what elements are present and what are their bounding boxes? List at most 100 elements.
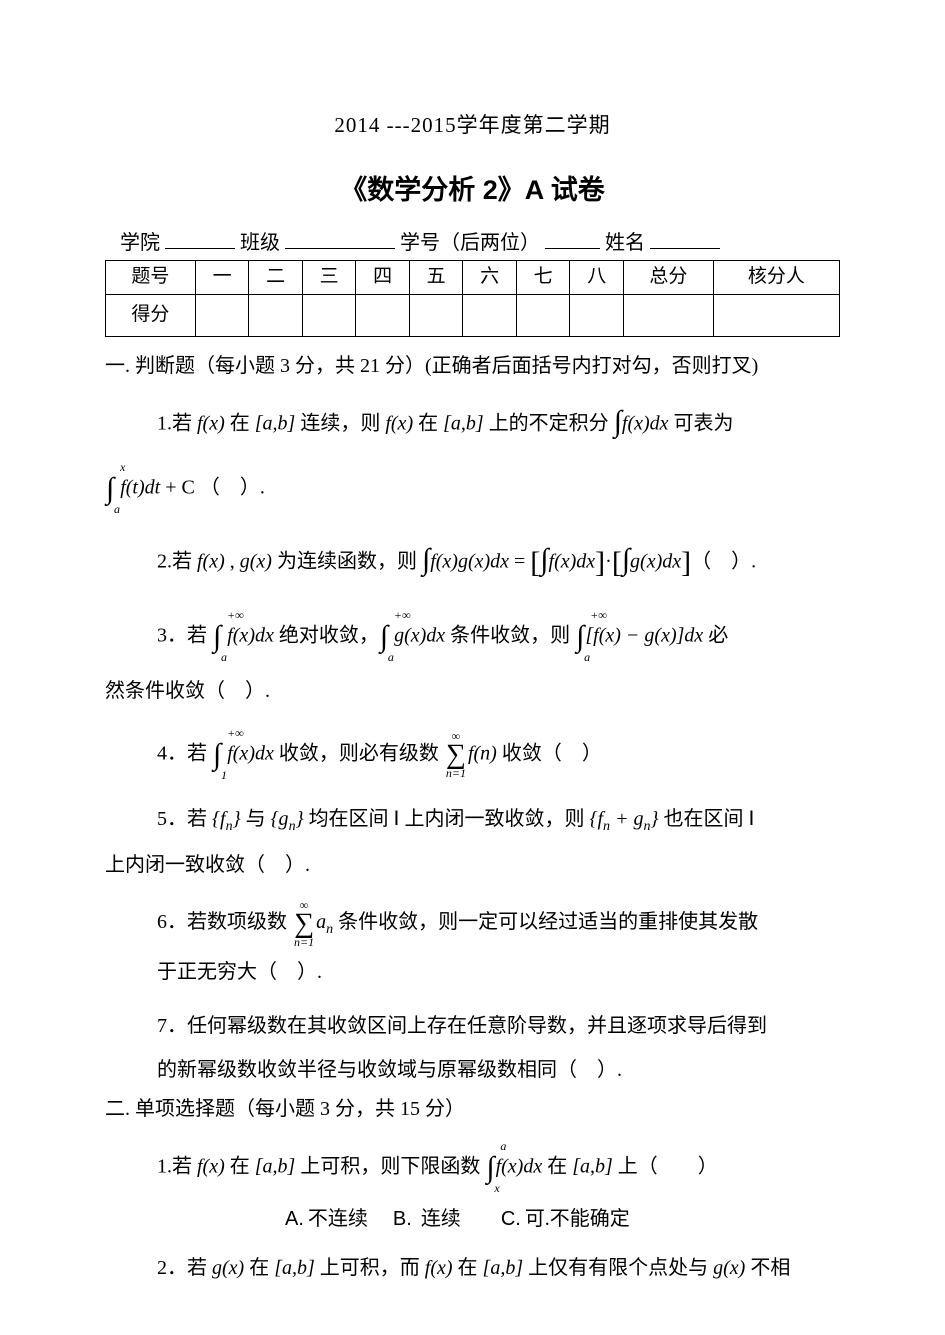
text: 3．若 <box>157 624 212 646</box>
text: 5．若 <box>157 808 212 830</box>
row-label-1: 题号 <box>106 261 196 295</box>
text: 上（ ） <box>613 1155 718 1177</box>
math-fx: f(x) <box>197 412 225 434</box>
math-fxmgx: [f(x) − g(x)]dx <box>585 624 703 646</box>
score-cell[interactable] <box>356 294 410 336</box>
col-8: 八 <box>570 261 624 295</box>
text: 条件收敛，则一定可以经过适当的重排使其发散 <box>333 911 758 933</box>
option-c[interactable]: C. <box>501 1208 521 1230</box>
text: 不相 <box>745 1257 790 1279</box>
math-fx: f(x) <box>197 550 225 572</box>
math-ab: [a,b] <box>255 1155 296 1177</box>
text: 收敛，则必有级数 <box>274 742 444 764</box>
blank-xuehao[interactable] <box>545 229 600 249</box>
text: 1.若 <box>157 412 197 434</box>
text: 然条件收敛（ ）. <box>105 680 270 702</box>
math-fxdx: f(x)dx <box>227 624 274 646</box>
math-gx: g(x) <box>212 1257 244 1279</box>
blank-xueyuan[interactable] <box>165 229 235 249</box>
text: 在 <box>244 1257 274 1279</box>
rbracket: ] <box>595 546 605 579</box>
option-b[interactable]: B. <box>393 1208 412 1230</box>
math-plusC: + C <box>160 476 195 498</box>
q1-5-cont: 上内闭一致收敛（ ）. <box>105 845 840 885</box>
opt-text: 不连续 <box>308 1208 368 1230</box>
blank-banji[interactable] <box>285 229 395 249</box>
text: 在 <box>225 1155 255 1177</box>
text: 上仅有有限个点处与 <box>523 1257 713 1279</box>
score-cell[interactable] <box>409 294 463 336</box>
math-fx: f(x) <box>385 412 413 434</box>
answer-paren[interactable]: （ ）. <box>200 476 265 498</box>
math-ab: [a,b] <box>572 1155 613 1177</box>
score-cell[interactable] <box>249 294 303 336</box>
math-ab: [a,b] <box>443 412 484 434</box>
q2-1: 1.若 f(x) 在 [a,b] 上可积，则下限函数 a∫xf(x)dx 在 [… <box>105 1138 840 1198</box>
label-banji: 班级 <box>240 232 280 254</box>
opt-text: 可.不能确定 <box>525 1208 630 1230</box>
math: f(x)g(x)dx <box>430 550 509 572</box>
math-fn: f(n) <box>468 742 497 764</box>
math-ab: [a,b] <box>483 1257 524 1279</box>
col-7: 七 <box>516 261 570 295</box>
integral-icon: ∫ <box>540 530 548 590</box>
integral-1-inf: +∞∫1 <box>213 725 221 785</box>
col-5: 五 <box>409 261 463 295</box>
math-fx: f(x) <box>197 1155 225 1177</box>
q1-7-cont: 的新幂级数收敛半径与收敛域与原幂级数相同（ ）. <box>105 1050 840 1090</box>
text: 均在区间 Ⅰ 上内闭一致收敛，则 <box>304 808 590 830</box>
col-6: 六 <box>463 261 517 295</box>
text: 于正无穷大（ ）. <box>157 961 322 983</box>
table-header-row: 题号 一 二 三 四 五 六 七 八 总分 核分人 <box>106 261 840 295</box>
score-cell[interactable] <box>623 294 713 336</box>
rbracket: ] <box>681 546 691 579</box>
q1-5: 5．若 {fn} 与 {gn} 均在区间 Ⅰ 上内闭一致收敛，则 {fn + g… <box>105 799 840 841</box>
score-cell[interactable] <box>463 294 517 336</box>
text: 2.若 <box>157 550 197 572</box>
section-1-heading: 一. 判断题（每小题 3 分，共 21 分）(正确者后面括号内打对勾，否则打叉) <box>105 351 840 381</box>
score-cell[interactable] <box>302 294 356 336</box>
q2-1-options: A.不连续 B. 连续 C.可.不能确定 <box>105 1204 840 1234</box>
score-cell[interactable] <box>195 294 249 336</box>
text: 上内闭一致收敛（ ）. <box>105 854 310 876</box>
answer-paren[interactable]: （ ）. <box>691 550 756 572</box>
text: 可表为 <box>669 412 734 434</box>
text: 绝对收敛， <box>274 624 379 646</box>
sum-icon: ∞∑n=1 <box>446 730 466 779</box>
math-ftdt: f(t)dt <box>120 476 160 498</box>
col-total: 总分 <box>623 261 713 295</box>
blank-xingming[interactable] <box>650 229 720 249</box>
integral-icon: ∫ <box>614 392 622 452</box>
q1-1-cont: x∫a f(t)dt + C （ ）. <box>105 459 840 519</box>
integral-a-inf: +∞∫a <box>576 607 584 667</box>
option-a[interactable]: A. <box>285 1208 304 1230</box>
text: 与 <box>241 808 271 830</box>
integral-a-inf: +∞∫a <box>213 607 221 667</box>
score-cell[interactable] <box>516 294 570 336</box>
label-xingming: 姓名 <box>605 232 645 254</box>
score-cell[interactable] <box>713 294 839 336</box>
student-info-line: 学院 班级 学号（后两位） 姓名 <box>105 228 840 258</box>
integral-icon: ∫ <box>622 530 630 590</box>
score-table: 题号 一 二 三 四 五 六 七 八 总分 核分人 得分 <box>105 260 840 337</box>
integral-a-x: x∫a <box>106 459 114 519</box>
q2-2: 2．若 g(x) 在 [a,b] 上可积，而 f(x) 在 [a,b] 上仅有有… <box>105 1248 840 1288</box>
text: 在 <box>413 412 443 434</box>
text: 条件收敛，则 <box>445 624 575 646</box>
math-fxdx: f(x)dx <box>227 742 274 764</box>
math-an: an <box>316 911 333 933</box>
score-cell[interactable] <box>570 294 624 336</box>
text: 上的不定积分 <box>484 412 614 434</box>
text: 在 <box>453 1257 483 1279</box>
label-xueyuan: 学院 <box>120 232 160 254</box>
text: 在 <box>225 412 255 434</box>
eq: = <box>514 550 525 572</box>
table-score-row: 得分 <box>106 294 840 336</box>
math-fxdx: f(x)dx <box>549 550 596 572</box>
text: 7．任何幂级数在其收敛区间上存在任意阶导数，并且逐项求导后得到 <box>157 1015 767 1037</box>
text: , <box>225 550 240 572</box>
q1-6: 6．若数项级数 ∞∑n=1an 条件收敛，则一定可以经过适当的重排使其发散 <box>105 899 840 948</box>
q1-3: 3．若 +∞∫a f(x)dx 绝对收敛，+∞∫a g(x)dx 条件收敛，则 … <box>105 607 840 667</box>
label-xuehao: 学号（后两位） <box>400 232 540 254</box>
math-gx: g(x) <box>713 1257 745 1279</box>
